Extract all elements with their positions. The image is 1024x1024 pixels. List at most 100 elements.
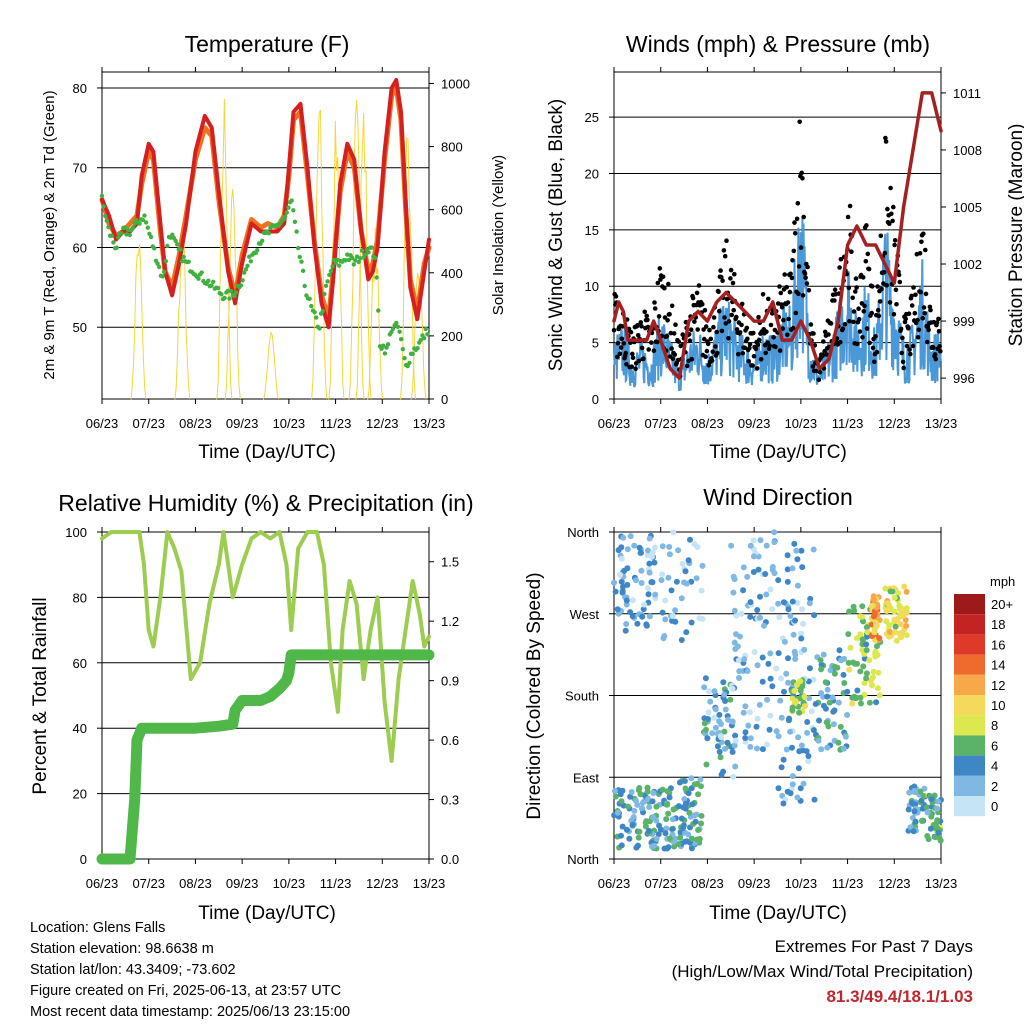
dewpoint-point	[317, 326, 322, 331]
gust-point	[702, 308, 708, 313]
dewpoint-point	[152, 246, 157, 251]
dewpoint-point	[299, 259, 304, 264]
wind-direction-point	[745, 722, 752, 729]
wind-direction-point	[784, 578, 791, 585]
wind-direction-point	[687, 536, 693, 543]
wind-direction-point	[892, 623, 899, 630]
wind-direction-point	[722, 698, 729, 704]
wind-direction-point	[742, 735, 749, 741]
gust-point	[660, 274, 666, 280]
legend-swatch	[954, 594, 985, 615]
gust-point	[906, 311, 912, 317]
gust-point	[937, 344, 942, 349]
gust-point	[758, 357, 764, 362]
gust-point	[915, 335, 921, 340]
wind-direction-point	[866, 699, 873, 706]
gust-point	[724, 238, 729, 243]
wind-direction-point	[751, 649, 758, 655]
dewpoint-point	[397, 329, 402, 334]
plot-layer: 06/23 07/23 08/23 09/23 10/23 11/23 12/23 13/23…	[65, 67, 1013, 891]
gust-point	[652, 306, 658, 311]
wind-direction-point	[800, 620, 807, 627]
gust-point	[893, 287, 899, 293]
wind-direction-point	[612, 793, 619, 800]
wind-direction-point	[901, 583, 908, 590]
wind-direction-point	[645, 547, 651, 554]
gust-point	[875, 307, 881, 313]
gust-point	[654, 339, 660, 345]
gust-point	[635, 323, 640, 328]
wind-direction-point	[784, 788, 791, 795]
wind-direction-point	[681, 796, 688, 802]
wind-direction-point	[763, 542, 770, 549]
precip-y-tick-label: 0.6	[441, 733, 459, 748]
wind-direction-point	[857, 668, 864, 675]
wind-direction-point	[740, 709, 747, 716]
gust-point	[676, 339, 681, 344]
wind-direction-point	[820, 651, 827, 658]
wind-direction-point	[682, 785, 689, 792]
wind-direction-point	[831, 663, 838, 670]
wind-direction-point	[652, 544, 659, 551]
wind-direction-point	[869, 682, 875, 689]
gust-point	[891, 204, 896, 210]
station-pressure-line	[612, 91, 943, 380]
wind-direction-point	[688, 845, 695, 852]
precip-y-tick-label: 0.3	[441, 793, 459, 808]
humidity-y-tick-label: 60	[73, 656, 87, 671]
gust-point	[702, 336, 707, 342]
solar-insolation-line	[348, 99, 365, 400]
gust-point	[714, 329, 719, 335]
wind-direction-point	[891, 608, 898, 615]
gust-point	[845, 214, 851, 220]
gust-point	[753, 346, 759, 352]
gust-point	[903, 316, 908, 322]
solar-insolation-line	[216, 98, 233, 400]
winds-x-tick-label: 11/23	[832, 416, 864, 431]
wind-direction-point	[718, 721, 724, 727]
legend-swatch	[954, 654, 985, 675]
gust-point	[657, 266, 663, 271]
wind-direction-point	[612, 588, 619, 595]
wind-direction-point	[798, 635, 805, 642]
gust-point	[900, 359, 906, 365]
wind-direction-point	[615, 547, 622, 554]
gust-point	[672, 352, 678, 357]
wind-direction-point	[756, 701, 763, 708]
wind-direction-point	[645, 585, 651, 592]
wind-direction-point	[798, 630, 804, 637]
gust-point	[874, 349, 880, 355]
humidity-x-tick-label: 07/23	[132, 876, 165, 891]
pressure-ylabel: Station Pressure (Maroon)	[1006, 124, 1024, 347]
wind-direction-point	[759, 678, 766, 685]
wind-direction-point	[716, 748, 723, 755]
dewpoint-point	[330, 264, 335, 269]
dewpoint-point	[137, 221, 142, 226]
wind-direction-point	[692, 818, 699, 825]
humidity-ylabel: Percent & Total Rainfall	[30, 597, 51, 794]
wind-direction-point	[806, 600, 813, 607]
wind-direction-point	[669, 612, 676, 619]
gust-point	[619, 336, 625, 342]
dewpoint-point	[155, 261, 160, 266]
gust-point	[881, 270, 887, 275]
gust-point	[747, 342, 753, 347]
wind-direction-point	[794, 794, 801, 801]
wind-direction-point	[688, 835, 695, 842]
wind-direction-point	[641, 601, 648, 608]
wind-direction-point	[764, 696, 771, 703]
wind-direction-point	[746, 709, 753, 716]
gust-point	[687, 338, 693, 344]
wind-direction-point	[675, 547, 682, 554]
gust-point	[906, 326, 911, 331]
wind-direction-point	[740, 564, 747, 571]
wind-direction-point	[910, 828, 917, 835]
wind-direction-point	[818, 746, 825, 753]
gust-point	[897, 279, 903, 285]
gust-point	[890, 218, 895, 224]
wind-direction-point	[899, 629, 906, 636]
gust-point	[778, 290, 784, 296]
wind-direction-point	[630, 814, 637, 820]
wind-direction-point	[614, 606, 621, 613]
wind-direction-point	[932, 834, 939, 841]
